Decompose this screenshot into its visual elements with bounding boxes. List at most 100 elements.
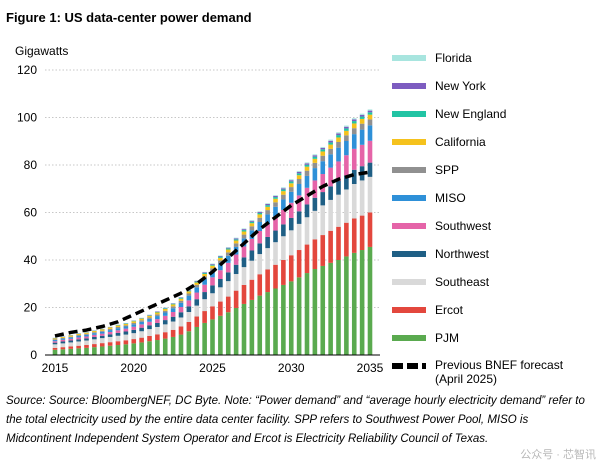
bar-segment-spp — [336, 141, 341, 148]
bar-segment-southwest — [178, 307, 184, 313]
bar-segment-northwest — [304, 204, 310, 218]
bar-segment-new-england — [304, 164, 310, 167]
bar-segment-southwest — [344, 155, 349, 176]
bar-segment-new-york — [328, 140, 333, 143]
bar-segment-southeast — [147, 329, 152, 336]
bar-segment-pjm — [351, 252, 357, 355]
bar-segment-ercot — [202, 311, 207, 323]
bar-segment-spp — [312, 162, 318, 169]
bar-segment-southeast — [52, 344, 58, 348]
x-tick-label: 2025 — [199, 361, 226, 375]
bar-segment-southeast — [233, 274, 239, 291]
bar-segment-miso — [139, 321, 144, 325]
bar-segment-pjm — [194, 326, 200, 355]
bar-segment-northwest — [249, 250, 255, 261]
bar-segment-california — [359, 118, 365, 124]
bar-segment-spp — [249, 226, 255, 231]
bar-segment-spp — [68, 336, 74, 338]
legend-label-previous-forecast: Previous BNEF forecast (April 2025) — [435, 358, 564, 386]
bar-segment-new-york — [218, 255, 223, 257]
bar-segment-spp — [107, 328, 113, 331]
bar-segment-miso — [60, 338, 66, 340]
bar-segment-miso — [99, 331, 105, 334]
bar-segment-southeast — [131, 333, 137, 340]
source-note: Source: Source: BloombergNEF, DC Byte. N… — [6, 395, 585, 445]
bar-segment-miso — [359, 129, 365, 145]
bar-segment-ercot — [304, 244, 310, 274]
bar-segment-southeast — [210, 293, 215, 307]
bar-segment-pjm — [115, 345, 121, 355]
bar-segment-new-york — [273, 195, 278, 198]
bar-segment-spp — [186, 293, 192, 296]
bar-segment-northwest — [68, 340, 74, 343]
bar-segment-northwest — [241, 257, 247, 268]
bar-segment-northwest — [344, 175, 349, 190]
bar-segment-southeast — [84, 340, 89, 346]
bar-segment-southwest — [68, 338, 74, 341]
bar-segment-northwest — [60, 341, 66, 344]
legend-item-new-england: New England — [392, 106, 506, 122]
bar-segment-miso — [218, 263, 223, 271]
bar-segment-southwest — [170, 312, 176, 317]
bar-segment-spp — [288, 187, 294, 192]
bar-segment-northwest — [92, 336, 97, 340]
bar-segment-southeast — [107, 336, 113, 343]
bar-segment-florida — [312, 154, 318, 156]
bar-segment-northwest — [202, 292, 207, 300]
legend-label-southwest: Southwest — [435, 219, 492, 233]
bar-segment-miso — [312, 168, 318, 181]
bar-segment-southwest — [131, 326, 137, 330]
bar-segment-florida — [304, 162, 310, 164]
chart-title: Figure 1: US data-center power demand — [6, 10, 252, 25]
bar-segment-spp — [257, 217, 263, 222]
legend-label-new-england: New England — [435, 107, 507, 121]
bar-segment-florida — [249, 220, 255, 221]
bar-segment-new-york — [344, 126, 349, 129]
bar-segment-new-england — [210, 264, 215, 266]
bar-segment-pjm — [367, 246, 373, 355]
bar-segment-southwest — [312, 180, 318, 198]
bar-segment-pjm — [139, 342, 144, 355]
legend-swatch-previous-forecast — [392, 363, 426, 369]
bar-segment-pjm — [344, 256, 349, 355]
bar-segment-california — [304, 166, 310, 171]
legend-label-california: California — [435, 135, 486, 149]
bar-segment-southwest — [336, 161, 341, 181]
bar-segment-spp — [367, 119, 373, 126]
legend-label-northwest: Northwest — [435, 247, 490, 261]
bar-segment-new-york — [210, 264, 215, 265]
bar-segment-new-york — [265, 203, 270, 206]
bar-segment-northwest — [139, 327, 144, 332]
bar-segment-california — [202, 274, 207, 277]
bar-segment-miso — [92, 333, 97, 335]
bar-segment-southeast — [304, 217, 310, 245]
bar-segment-new-york — [312, 155, 318, 157]
legend-label-florida: Florida — [435, 51, 472, 65]
bar-segment-new-york — [225, 247, 231, 249]
bar-segment-new-england — [336, 135, 341, 138]
bar-segment-california — [249, 223, 255, 227]
legend-swatch-southeast — [392, 279, 426, 285]
bar-segment-northwest — [107, 334, 113, 337]
bar-segment-southwest — [202, 284, 207, 293]
bar-segment-pjm — [123, 344, 129, 355]
bar-segment-california — [170, 304, 176, 307]
bar-segment-ercot — [351, 218, 357, 253]
bar-segment-california — [155, 312, 160, 315]
bar-segment-california — [281, 191, 286, 195]
legend-swatch-spp — [392, 167, 426, 173]
bar-segment-ercot — [296, 250, 302, 278]
bar-segment-florida — [351, 118, 357, 120]
legend-item-pjm: PJM — [392, 330, 459, 346]
bar-segment-northwest — [147, 325, 152, 330]
bar-segment-northwest — [312, 197, 318, 211]
bar-segment-new-england — [233, 239, 239, 241]
bar-segment-florida — [296, 170, 302, 172]
bar-segment-southwest — [225, 262, 231, 273]
bar-segment-southeast — [241, 267, 247, 285]
bar-segment-new-york — [288, 180, 294, 182]
bar-segment-florida — [265, 203, 270, 204]
bar-segment-california — [257, 214, 263, 218]
legend-item-previous-forecast: Previous BNEF forecast (April 2025) — [392, 358, 563, 388]
bar-segment-new-england — [202, 273, 207, 275]
